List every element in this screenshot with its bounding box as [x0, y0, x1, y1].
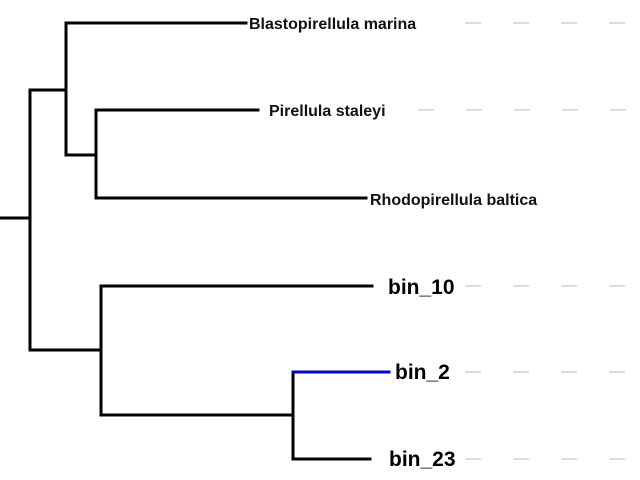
leaf-label-rhodopirellula-baltica: Rhodopirellula baltica — [370, 192, 537, 209]
leaf-label-pirellula-staleyi: Pirellula staleyi — [269, 103, 386, 120]
leaf-label-bin-2: bin_2 — [395, 361, 450, 384]
leaf-label-bin-23: bin_23 — [389, 448, 456, 471]
leaf-label-bin-10: bin_10 — [388, 276, 455, 299]
guide-lines — [418, 22, 640, 460]
leaf-label-blastopirellula-marina: Blastopirellula marina — [249, 16, 416, 33]
leaf-labels: Blastopirellula marina Pirellula staleyi… — [249, 16, 537, 471]
tree-branches — [0, 21, 391, 461]
